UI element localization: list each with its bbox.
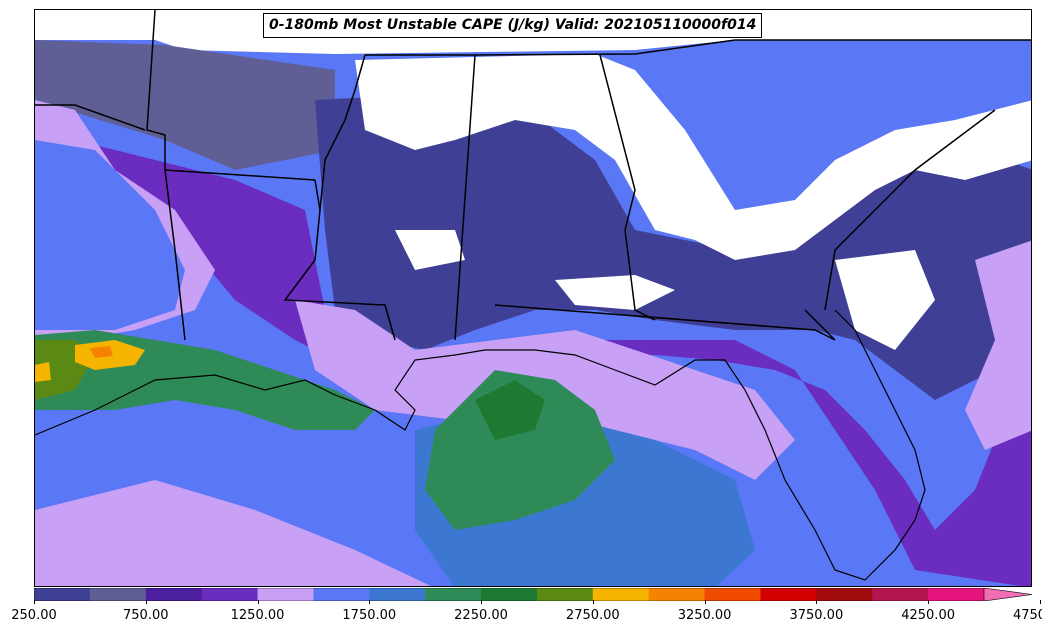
cape-contour-green-gulf [425, 370, 615, 530]
colorbar-tick-mark [34, 600, 35, 604]
colorbar-swatch [760, 588, 817, 601]
colorbar-swatch [648, 588, 706, 601]
colorbar-tick-label: 250.00 [11, 608, 57, 623]
cape-none-patch-al [555, 275, 675, 310]
colorbar-swatch [425, 588, 482, 601]
colorbar-swatch [201, 588, 259, 601]
colorbar-tick-label: 4250.00 [901, 608, 955, 623]
colorbar-swatch [928, 588, 985, 601]
colorbar-tick-label: 2750.00 [565, 608, 620, 623]
map-panel: 0-180mb Most Unstable CAPE (J/kg) Valid:… [34, 9, 1032, 587]
cape-none-patch-la [395, 230, 465, 270]
coastline [35, 309, 926, 581]
cape-contour-yellow-edge [35, 362, 51, 382]
colorbar-tick-mark [145, 600, 147, 604]
cape-contour-lavender-east [965, 240, 1031, 450]
cape-none-patch-ga [835, 250, 935, 350]
cape-contour-darkgreen-gulf [475, 380, 545, 440]
cape-contour-blue-west [35, 140, 185, 330]
colorbar-tick-label: 750.00 [123, 608, 169, 623]
colorbar-swatch [816, 588, 873, 601]
colorbar-swatch [34, 588, 91, 601]
colorbar-tick-label: 2250.00 [454, 608, 508, 623]
colorbar-tick-labels: 250.00 750.00 1250.00 1750.00 2250.00 2750.00… [0, 600, 1042, 630]
colorbar-swatch [481, 588, 538, 601]
cape-field-map [35, 10, 1031, 586]
colorbar-tick-mark [481, 600, 483, 604]
colorbar-swatch [89, 588, 147, 601]
cape-contour-lavender-south [35, 480, 431, 586]
colorbar-tick-label: 1750.00 [342, 608, 397, 623]
colorbar-swatch [257, 588, 314, 601]
colorbar-tick-mark [1039, 600, 1041, 604]
colorbar-swatch [145, 588, 203, 601]
colorbar-swatches [34, 588, 1032, 601]
colorbar-tick-label: 3250.00 [677, 608, 732, 623]
colorbar-swatch [369, 588, 426, 601]
cape-contour-orange-texas [90, 346, 113, 358]
colorbar-tick-label: 1250.00 [230, 608, 285, 623]
colorbar-tick-mark [704, 600, 706, 604]
state-boundaries [35, 10, 1031, 341]
cape-contour-purple-nw [35, 40, 335, 170]
colorbar-extend-arrow [983, 588, 1032, 601]
colorbar-swatch [872, 588, 929, 601]
colorbar-tick-mark [816, 600, 818, 604]
colorbar-tick-label: 4750.00 [1012, 608, 1042, 623]
colorbar-swatch [704, 588, 761, 601]
colorbar-tick-mark [928, 600, 930, 604]
colorbar-swatch [313, 588, 370, 601]
cape-contour-dark-band [315, 90, 1031, 400]
cape-none-central [355, 54, 1031, 260]
colorbar-swatch [536, 588, 594, 601]
colorbar-tick-mark [369, 600, 371, 604]
colorbar-swatch [592, 588, 650, 601]
colorbar-tick-mark [257, 600, 259, 604]
colorbar-tick-mark [592, 600, 594, 604]
colorbar-tick-label: 3750.00 [789, 608, 844, 623]
colorbar [34, 588, 1032, 601]
map-title: 0-180mb Most Unstable CAPE (J/kg) Valid:… [263, 13, 763, 38]
